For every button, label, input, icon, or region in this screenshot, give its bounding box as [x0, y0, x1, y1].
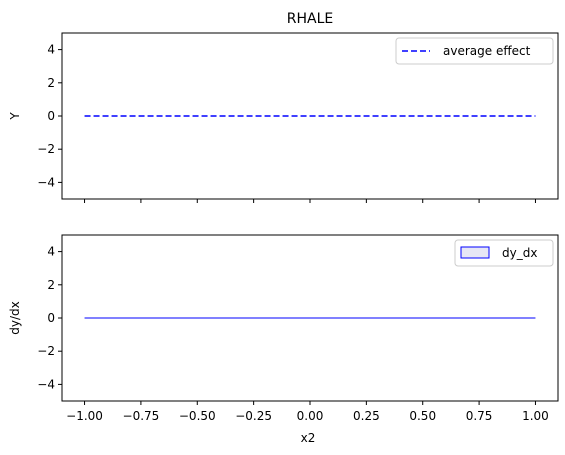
- top-chart-title: RHALE: [287, 11, 333, 27]
- bottom-legend-swatch: [460, 246, 490, 259]
- bottom-subplot: dy/dx x2 4 2 0 −2 −4 −1.00 −0.75 −0.50 −0.25 0.0…: [8, 234, 559, 445]
- bottom-legend-label: dy_dx: [502, 246, 537, 260]
- top-subplot: RHALE Y 4 2 0 −2 −4 average effect: [8, 11, 559, 203]
- bottom-legend: dy_dx: [454, 239, 554, 267]
- top-legend: average effect: [395, 37, 554, 65]
- bottom-x-ticks: −1.00 −0.75 −0.50 −0.25 0.00 0.25 0.50 0.75 1.00: [66, 401, 549, 423]
- top-y-tick-label: −2: [37, 142, 55, 156]
- bottom-y-ticks: 4 2 0 −2 −4: [37, 245, 62, 391]
- bottom-x-tick-label: 0.00: [297, 409, 324, 423]
- bottom-x-tick-label: 0.25: [353, 409, 380, 423]
- bottom-x-tick-label: 1.00: [522, 409, 549, 423]
- bottom-x-tick-label: 0.50: [409, 409, 436, 423]
- top-y-ticks: 4 2 0 −2 −4: [37, 43, 62, 189]
- bottom-y-tick-label: −4: [37, 377, 55, 391]
- bottom-x-tick-label: 0.75: [466, 409, 493, 423]
- top-y-tick-label: 2: [47, 76, 55, 90]
- bottom-y-tick-label: 4: [47, 245, 55, 259]
- top-x-ticks: [84, 199, 536, 203]
- top-y-tick-label: 0: [47, 109, 55, 123]
- top-legend-box: [395, 37, 554, 65]
- bottom-x-tick-label: −0.75: [123, 409, 160, 423]
- bottom-y-tick-label: 2: [47, 278, 55, 292]
- bottom-x-tick-label: −0.50: [179, 409, 216, 423]
- bottom-y-tick-label: 0: [47, 311, 55, 325]
- bottom-x-tick-label: −1.00: [66, 409, 103, 423]
- bottom-x-axis-label: x2: [301, 431, 316, 445]
- top-legend-label: average effect: [443, 44, 531, 58]
- top-y-tick-label: 4: [47, 43, 55, 57]
- bottom-x-tick-label: −0.25: [235, 409, 272, 423]
- bottom-y-axis-label: dy/dx: [8, 301, 22, 334]
- top-y-axis-label: Y: [8, 112, 22, 121]
- top-y-tick-label: −4: [37, 175, 55, 189]
- bottom-y-tick-label: −2: [37, 344, 55, 358]
